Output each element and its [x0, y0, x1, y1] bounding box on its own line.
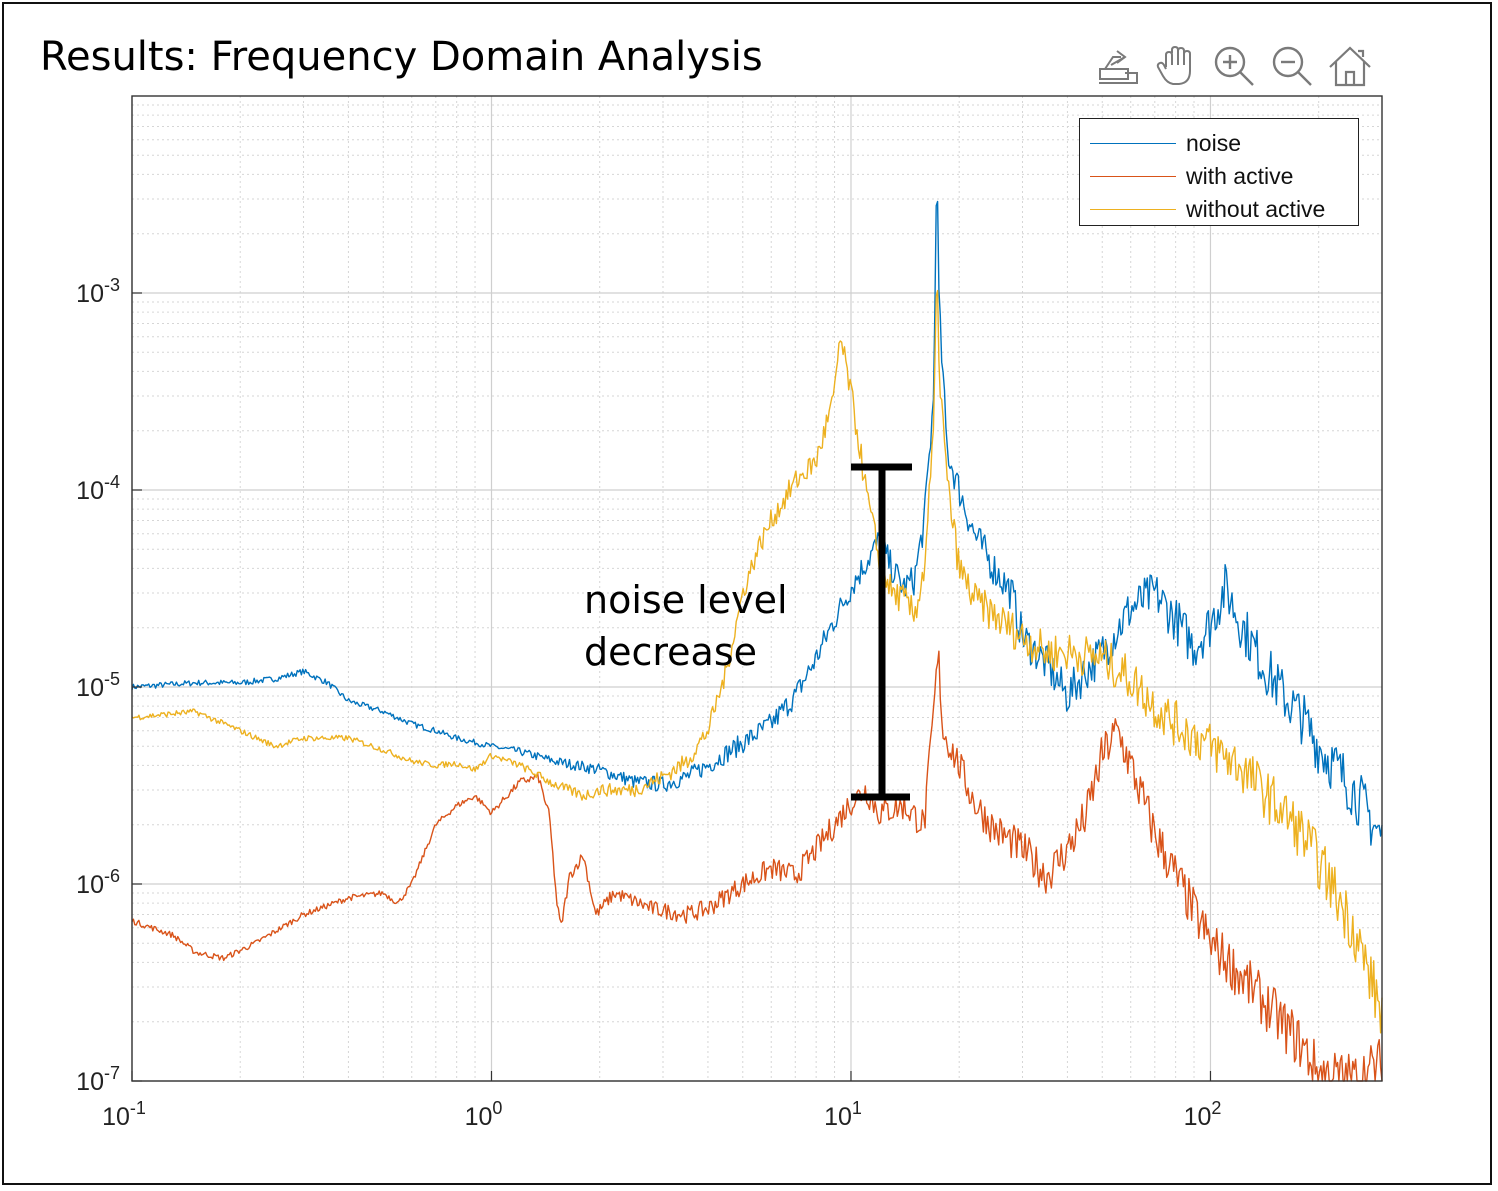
- y-tick-label: 10-7: [76, 1063, 120, 1096]
- y-tick-label: 10-4: [76, 472, 120, 505]
- zoom-out-icon: [1272, 46, 1312, 86]
- x-tick-label: 100: [465, 1098, 503, 1131]
- legend-swatch: [1090, 176, 1176, 177]
- legend-entry: with active: [1090, 160, 1350, 193]
- export-icon: [1099, 50, 1138, 84]
- y-tick-label: 10-6: [76, 866, 120, 899]
- legend-label: noise: [1186, 130, 1241, 156]
- legend-swatch: [1090, 209, 1176, 210]
- legend-label: with active: [1186, 163, 1294, 189]
- legend-entry: noise: [1090, 127, 1350, 160]
- page-title: Results: Frequency Domain Analysis: [40, 34, 763, 80]
- series-line-noise: [131, 200, 1383, 846]
- annotation-line-2: decrease: [584, 630, 758, 674]
- series-line-without-active: [131, 289, 1383, 1034]
- x-tick-label: 101: [824, 1098, 862, 1131]
- home-icon: [1329, 46, 1371, 87]
- x-tick-label: 10-1: [102, 1098, 146, 1131]
- x-tick-label: 102: [1184, 1098, 1222, 1131]
- zoom-in-button[interactable]: [1210, 41, 1258, 91]
- y-tick-label: 10-3: [76, 275, 120, 308]
- export-button[interactable]: [1094, 41, 1142, 91]
- figure-toolbar: [1094, 38, 1384, 94]
- zoom-out-button[interactable]: [1268, 41, 1316, 91]
- home-button[interactable]: [1326, 41, 1374, 91]
- zoom-in-icon: [1214, 46, 1254, 86]
- annotation-line-1: noise level: [584, 578, 788, 622]
- chart-legend: noise with active without active: [1079, 118, 1359, 226]
- y-tick-label: 10-5: [76, 669, 120, 702]
- pan-hand-icon: [1156, 45, 1191, 85]
- legend-swatch: [1090, 143, 1176, 144]
- legend-label: without active: [1186, 196, 1326, 222]
- series-line-with-active: [131, 650, 1383, 1082]
- pan-button[interactable]: [1152, 41, 1200, 91]
- annotation-text: noise level decrease: [584, 574, 788, 678]
- axes-box: [131, 95, 1383, 1082]
- legend-entry: without active: [1090, 193, 1350, 226]
